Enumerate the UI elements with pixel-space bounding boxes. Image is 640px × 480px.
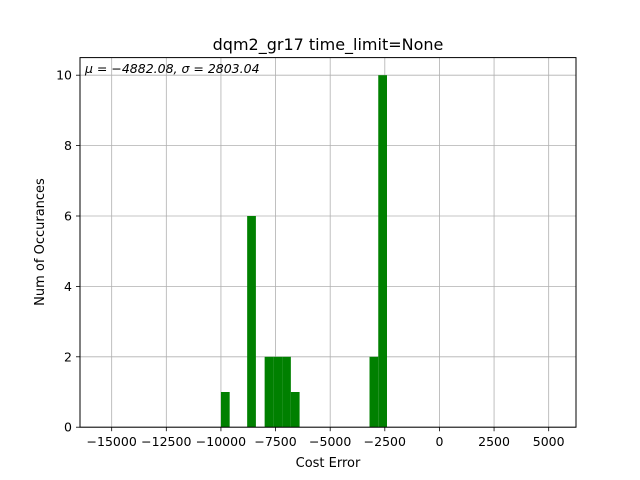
x-tick-label: −2500 xyxy=(364,434,406,449)
histogram-bar xyxy=(369,356,379,428)
x-tick-label: −10000 xyxy=(196,434,246,449)
x-tick-label: −12500 xyxy=(141,434,191,449)
y-tick-label: 4 xyxy=(64,279,72,294)
y-tick-label: 10 xyxy=(56,68,72,83)
y-tick-label: 8 xyxy=(64,138,72,153)
x-axis-ticks: −15000 −12500 −10000 −7500 −5000 −2500 0 2500 50… xyxy=(87,427,565,449)
x-tick-label: 2500 xyxy=(478,434,510,449)
x-tick-label: 0 xyxy=(435,434,443,449)
histogram-bar xyxy=(290,392,300,428)
x-axis-label: Cost Error xyxy=(296,456,361,471)
y-tick-label: 6 xyxy=(64,209,72,224)
plot-frame xyxy=(79,57,577,428)
y-axis-label: Num of Occurances xyxy=(33,178,48,306)
histogram-bar xyxy=(273,356,283,428)
y-tick-label: 2 xyxy=(64,349,72,364)
x-tick-label: −5000 xyxy=(309,434,351,449)
histogram-bar xyxy=(378,75,387,428)
y-axis-ticks: 0 2 4 6 8 10 xyxy=(56,68,80,435)
x-tick-label: −7500 xyxy=(254,434,296,449)
histogram-bar xyxy=(247,216,256,428)
histogram-bar xyxy=(220,392,230,428)
x-tick-label: 5000 xyxy=(533,434,565,449)
x-tick-label: −15000 xyxy=(87,434,137,449)
histogram-bar xyxy=(264,356,274,428)
bars xyxy=(220,75,387,428)
chart-title: dqm2_gr17 time_limit=None xyxy=(213,35,444,55)
stats-annotation: μ = −4882.08, σ = 2803.04 xyxy=(84,61,260,76)
histogram-bar xyxy=(282,356,291,428)
y-tick-label: 0 xyxy=(64,420,72,435)
